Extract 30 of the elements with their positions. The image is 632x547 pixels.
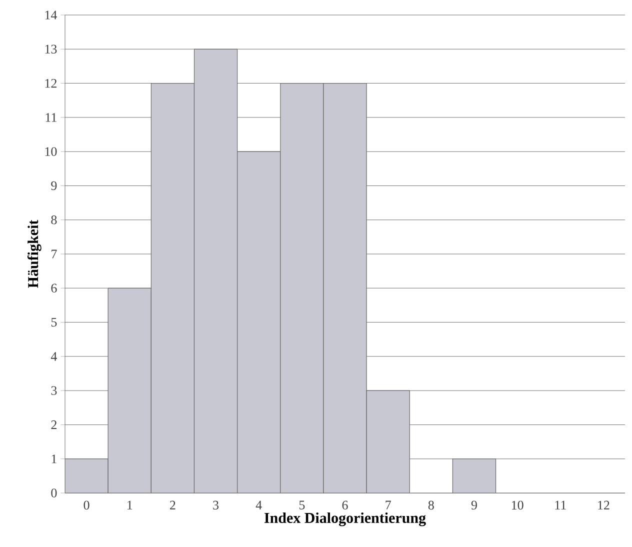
- y-tick-label: 10: [45, 147, 57, 156]
- y-tick-label: 1: [52, 454, 56, 464]
- x-tick-label: 2: [170, 500, 176, 510]
- y-tick-label: 6: [51, 284, 57, 293]
- y-tick-label: 0: [51, 488, 57, 498]
- x-tick-label: 10: [512, 500, 524, 510]
- y-tick-label: 9: [51, 181, 57, 190]
- x-axis-title: Index Dialogorientierung: [264, 512, 426, 526]
- y-tick-label: 14: [45, 10, 58, 20]
- x-tick-label: 4: [256, 500, 262, 510]
- x-tick-label: 12: [598, 500, 610, 510]
- x-tick-label: 3: [213, 500, 219, 510]
- y-tick-label: 7: [52, 250, 57, 258]
- y-tick-label: 2: [51, 420, 56, 430]
- x-tick-label: 5: [299, 500, 305, 510]
- x-tick-label: 11: [555, 500, 566, 510]
- x-tick-label: 8: [428, 500, 434, 510]
- x-tick-label: 6: [342, 500, 348, 510]
- y-axis-title: Häufigkeit: [27, 220, 42, 288]
- y-tick-label: 3: [51, 386, 57, 395]
- x-tick-label: 7: [386, 500, 391, 510]
- x-tick-label: 0: [84, 500, 90, 510]
- y-tick-label: 8: [51, 215, 57, 224]
- y-tick-label: 5: [51, 318, 57, 327]
- y-tick-label: 13: [45, 44, 57, 54]
- y-tick-label: 4: [50, 352, 58, 361]
- x-tick-label: 9: [471, 500, 477, 510]
- y-tick-label: 11: [46, 113, 56, 122]
- y-tick-label: 12: [45, 78, 56, 88]
- x-tick-label: 1: [128, 500, 132, 510]
